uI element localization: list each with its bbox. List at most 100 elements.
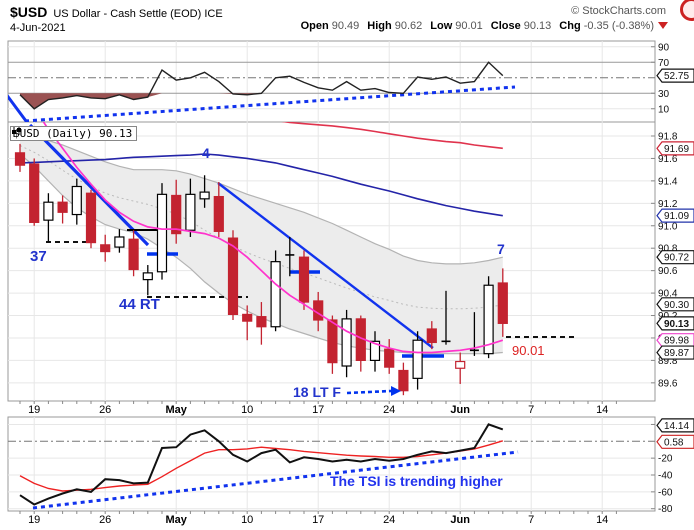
axis-value-box: 14.14: [656, 418, 694, 433]
x-axis-label-17-row2: 17: [312, 514, 325, 526]
svg-text:90.8: 90.8: [658, 244, 678, 255]
candle: [242, 313, 253, 322]
x-axis-label-14-row2: 14: [596, 514, 609, 526]
candle: [100, 244, 111, 253]
annotation-count-37: 37: [30, 248, 47, 265]
svg-text:70: 70: [658, 58, 670, 69]
svg-text:90.6: 90.6: [658, 266, 678, 277]
svg-text:90.13: 90.13: [664, 319, 689, 330]
x-axis-label-10-row2: 10: [241, 514, 254, 526]
ma-200-navy: [19, 153, 503, 217]
svg-text:91.69: 91.69: [664, 144, 689, 155]
instrument-title: US Dollar - Cash Settle (EOD) ICE: [53, 8, 223, 20]
candle: [483, 284, 494, 355]
axis-value-box: 0.58: [656, 434, 694, 449]
candle: [455, 360, 466, 369]
instrument-label-text: $USD (Daily) 90.13: [13, 127, 133, 140]
chart-date: 4-Jun-2021: [10, 22, 66, 34]
quote-chg-value: -0.35 (-0.38%): [583, 20, 654, 32]
candle: [185, 193, 196, 231]
axis-value-box: 90.30: [656, 297, 694, 312]
annotation-tsi-note: The TSI is trending higher: [330, 473, 503, 489]
quote-open-label: Open: [300, 20, 329, 32]
bollinger-middle: [19, 145, 503, 310]
bollinger-band-fill: [20, 137, 503, 354]
candle: [270, 261, 281, 328]
svg-text:89.8: 89.8: [658, 356, 678, 367]
svg-text:10: 10: [658, 104, 670, 115]
x-axis-label-19-row2: 19: [28, 514, 41, 526]
svg-text:89.87: 89.87: [664, 348, 689, 359]
candle: [412, 339, 423, 379]
annotation-count-44rt: 44 RT: [119, 296, 160, 313]
candle: [327, 319, 338, 364]
candle: [426, 328, 437, 344]
tsi-signal-line: [19, 440, 504, 492]
x-axis-label-17-row1: 17: [312, 404, 325, 416]
svg-text:-80: -80: [658, 504, 673, 515]
quote-high-value: 90.62: [394, 20, 423, 32]
x-axis-label-jun-row2: Jun: [450, 514, 470, 526]
candle: [14, 152, 26, 166]
svg-text:91.6: 91.6: [658, 154, 678, 165]
candle: [29, 163, 40, 223]
svg-text:89.98: 89.98: [664, 336, 689, 347]
quote-low-value: 90.01: [455, 20, 483, 32]
x-axis-label-may-row1: May: [165, 404, 187, 416]
svg-text:30: 30: [658, 89, 670, 100]
candle: [156, 193, 168, 273]
axis-value-box: 89.87: [656, 345, 694, 360]
tsi-panel: [8, 423, 655, 510]
x-axis-label-24-row2: 24: [383, 514, 396, 526]
candle: [398, 369, 409, 392]
copyright: © StockCharts.com: [571, 5, 666, 17]
x-axis-label-may-row2: May: [165, 514, 187, 526]
quote-chg-label: Chg: [559, 20, 581, 32]
help-icon[interactable]: [680, 0, 694, 21]
svg-text:89.6: 89.6: [658, 378, 678, 389]
candle: [341, 318, 352, 367]
svg-text:90.30: 90.30: [664, 300, 689, 311]
svg-text:0.58: 0.58: [664, 437, 684, 448]
candle: [213, 195, 224, 232]
svg-text:90.4: 90.4: [658, 289, 678, 300]
rsi-line: [19, 61, 504, 110]
x-axis-label-jun-row1: Jun: [450, 404, 470, 416]
candle: [256, 316, 267, 328]
x-axis-label-10-row1: 10: [241, 404, 254, 416]
chart-header: $USD US Dollar - Cash Settle (EOD) ICE: [10, 4, 223, 22]
quote-high-label: High: [367, 20, 392, 32]
candle: [369, 340, 381, 361]
candle: [43, 201, 54, 221]
tsi-line: [19, 423, 504, 506]
candle: [171, 194, 182, 235]
axis-value-box: 90.13: [656, 316, 694, 331]
annotation-price-level-90-01: 90.01: [512, 343, 545, 358]
ma-red: [281, 122, 503, 150]
change-down-icon: [658, 22, 668, 29]
axis-value-box: 52.75: [656, 68, 694, 83]
candle: [71, 185, 82, 216]
x-axis-label-7-row1: 7: [528, 404, 535, 416]
quote-low-label: Low: [430, 20, 453, 32]
ma-50-pink: [42, 122, 504, 354]
axis-value-box: 91.09: [656, 208, 694, 223]
symbol-label: $USD: [10, 4, 48, 20]
quote-open-value: 90.49: [331, 20, 360, 32]
quote-close-label: Close: [490, 20, 521, 32]
svg-text:91.09: 91.09: [664, 211, 689, 222]
arrow-head-icon: [391, 386, 401, 396]
instrument-label: $USD (Daily) 90.13: [10, 126, 138, 141]
candle: [227, 237, 239, 315]
annotation-count-18ltf: 18 LT F: [293, 384, 341, 400]
candle: [384, 348, 395, 368]
candle: [85, 192, 97, 244]
candle: [298, 256, 310, 303]
x-axis-label-7-row2: 7: [528, 514, 535, 526]
svg-text:91.8: 91.8: [658, 132, 678, 143]
candlestick-chart-icon: [12, 127, 21, 137]
candle: [497, 282, 508, 324]
axis-value-box: 91.69: [656, 141, 694, 156]
svg-text:52.75: 52.75: [664, 71, 689, 82]
